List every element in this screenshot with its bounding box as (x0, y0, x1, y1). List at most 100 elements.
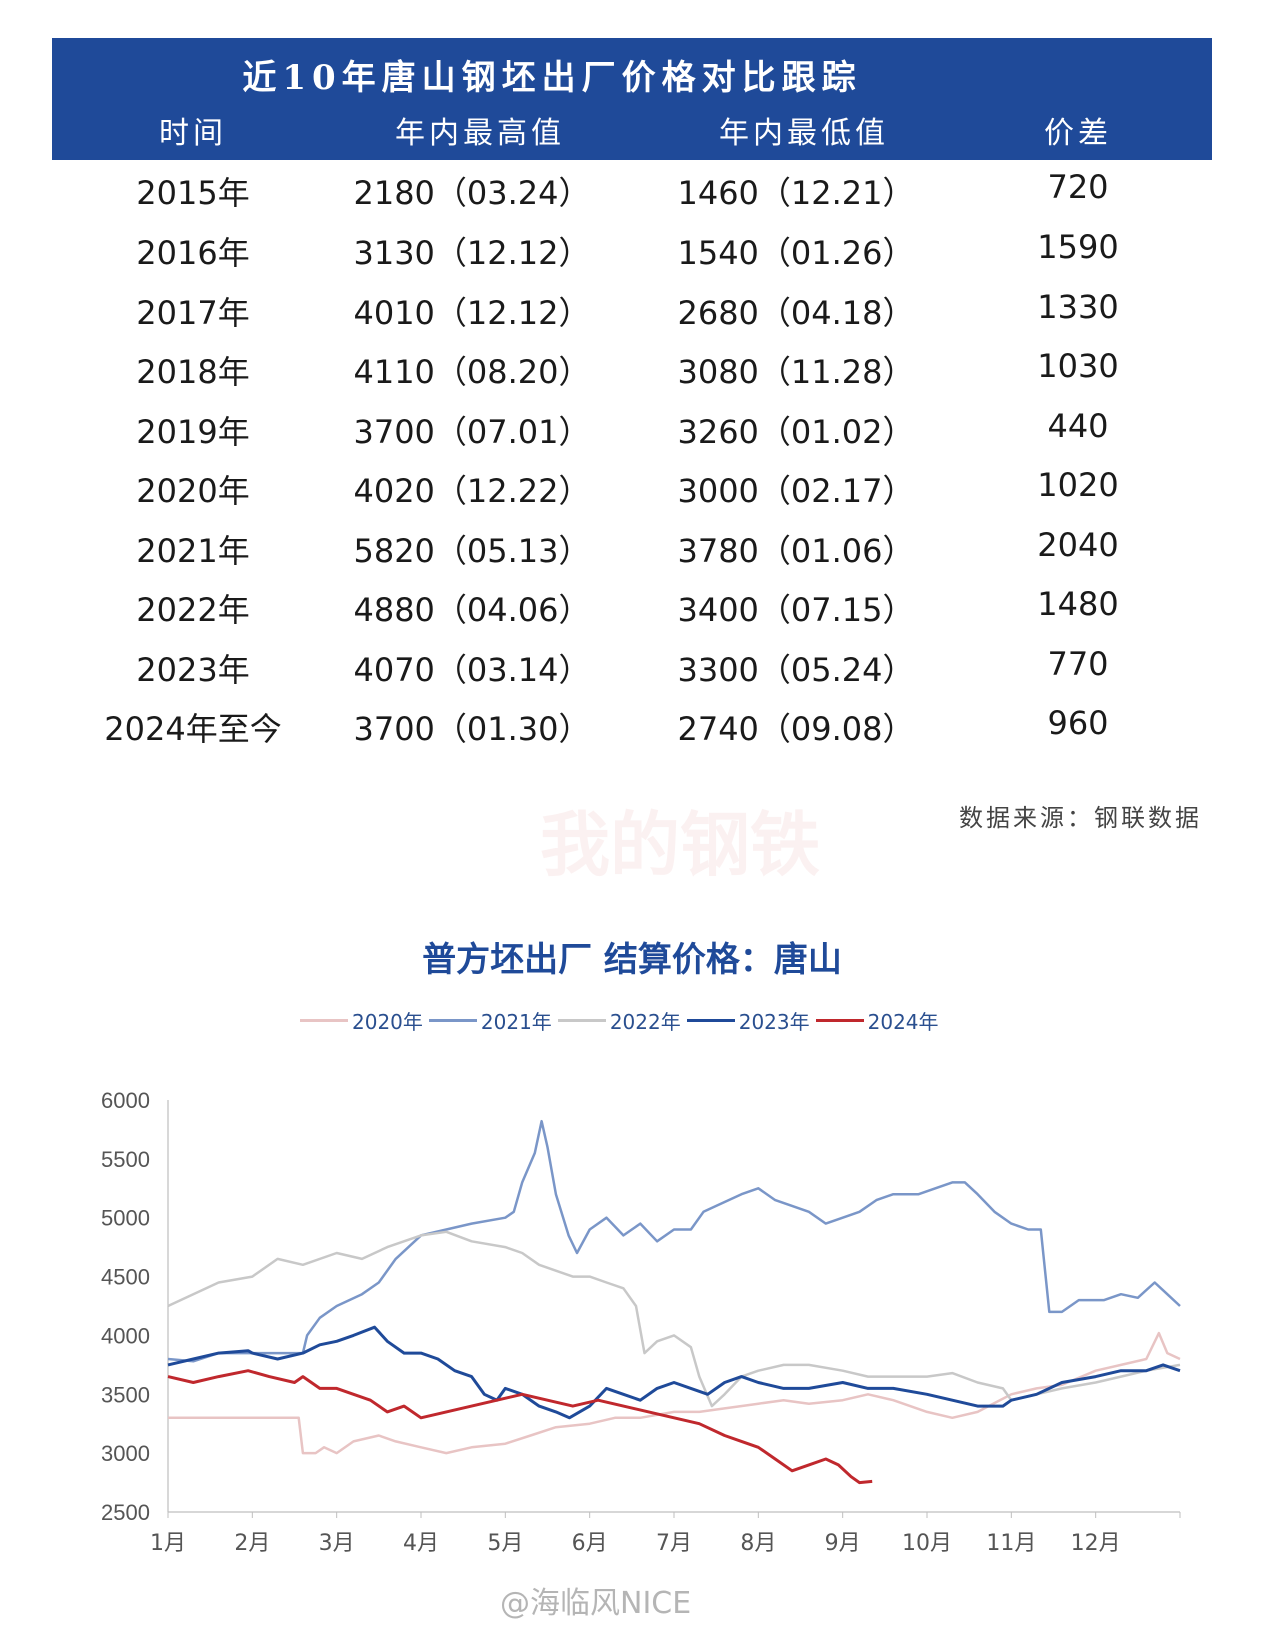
legend-swatch (557, 1018, 606, 1022)
x-tick-label: 8月 (740, 1531, 776, 1556)
cell-year: 2022年 (136, 591, 250, 629)
table-row: 2020年 4020（12.22） 3000（02.17） 1020 (52, 458, 1212, 520)
cell-year: 2023年 (136, 651, 250, 689)
column-header-spread: 价差 (1044, 116, 1112, 151)
cell-high: 3700（07.01） (353, 413, 591, 451)
y-tick-label: 4000 (101, 1323, 150, 1348)
y-tick-label: 6000 (101, 1088, 150, 1113)
x-tick-label: 7月 (656, 1531, 692, 1556)
cell-spread: 440 (1047, 407, 1109, 445)
table-row: 2016年 3130（12.12） 1540（01.26） 1590 (52, 220, 1212, 282)
legend-swatch (815, 1018, 864, 1022)
series-line-2020年 (168, 1331, 1181, 1455)
data-source-note: 数据来源：钢联数据 (959, 804, 1202, 832)
chart-title: 普方坯出厂 结算价格：唐山 (422, 940, 842, 980)
series-line-2023年 (167, 1325, 1181, 1420)
legend-swatch (686, 1018, 735, 1022)
cell-high: 4070（03.14） (353, 651, 591, 689)
cell-high: 4010（12.12） (353, 294, 591, 332)
x-tick-label: 11月 (986, 1531, 1036, 1556)
y-tick-label: 3000 (101, 1441, 150, 1466)
y-tick-label: 5500 (101, 1147, 150, 1172)
table-row: 2021年 5820（05.13） 3780（01.06） 2040 (52, 518, 1212, 580)
table-row: 2022年 4880（04.06） 3400（07.15） 1480 (52, 577, 1212, 639)
legend-item-2020: 2020年 (300, 1006, 423, 1035)
column-header-low: 年内最低值 (719, 116, 889, 151)
cell-high: 4880（04.06） (353, 591, 591, 629)
x-tick-label: 4月 (403, 1531, 439, 1556)
table-row: 2024年至今 3700（01.30） 2740（09.08） 960 (52, 696, 1212, 758)
cell-year: 2021年 (136, 532, 250, 570)
cell-low: 3780（01.06） (677, 532, 915, 570)
cell-high: 4020（12.22） (353, 472, 591, 510)
x-tick-label: 5月 (487, 1531, 523, 1556)
cell-low: 3300（05.24） (677, 651, 915, 689)
cell-year: 2015年 (136, 174, 250, 212)
cell-low: 1540（01.26） (677, 234, 915, 272)
watermark-logo: 我的钢铁 (540, 803, 820, 886)
table-row: 2019年 3700（07.01） 3260（01.02） 440 (52, 399, 1212, 461)
cell-low: 3400（07.15） (677, 591, 915, 629)
legend-item-2023: 2023年 (686, 1006, 810, 1035)
cell-spread: 1020 (1037, 466, 1119, 504)
series-line-2021年 (167, 1119, 1181, 1363)
cell-low: 2680（04.18） (677, 294, 915, 332)
cell-spread: 720 (1047, 168, 1109, 206)
table-row: 2015年 2180（03.24） 1460（12.21） 720 (52, 160, 1212, 222)
cell-high: 2180（03.24） (353, 174, 591, 212)
table-row: 2023年 4070（03.14） 3300（05.24） 770 (52, 637, 1212, 699)
cell-low: 1460（12.21） (677, 174, 915, 212)
cell-spread: 770 (1047, 645, 1109, 683)
series-line-2024年 (167, 1369, 873, 1485)
x-tick-label: 12月 (1071, 1531, 1121, 1556)
cell-year: 2020年 (136, 472, 250, 510)
cell-low: 3000（02.17） (677, 472, 915, 510)
cell-spread: 1480 (1037, 585, 1119, 623)
x-tick-label: 6月 (572, 1531, 608, 1556)
x-tick-label: 3月 (319, 1531, 355, 1556)
cell-year: 2016年 (136, 234, 250, 272)
cell-spread: 1030 (1037, 347, 1119, 385)
x-tick-label: 1月 (150, 1531, 186, 1556)
legend-label: 2022年 (609, 1009, 681, 1034)
cell-year: 2019年 (136, 413, 250, 451)
table-row: 2018年 4110（08.20） 3080（11.28） 1030 (52, 339, 1212, 401)
legend-label: 2023年 (738, 1009, 810, 1034)
y-tick-label: 2500 (101, 1500, 150, 1525)
x-tick-label: 2月 (234, 1531, 270, 1556)
legend-swatch (428, 1018, 477, 1022)
cell-high: 3130（12.12） (353, 234, 591, 272)
cell-low: 2740（09.08） (677, 710, 915, 748)
cell-high: 5820（05.13） (353, 532, 591, 570)
column-header-time: 时间 (159, 116, 227, 151)
cell-spread: 1590 (1037, 228, 1119, 266)
table-title: 近10年唐山钢坯出厂价格对比跟踪 (242, 58, 862, 98)
chart-legend: 2020年 2021年 2022年 2023年 2024年 (300, 1005, 945, 1035)
y-tick-label: 4500 (101, 1265, 150, 1290)
x-tick-label: 9月 (825, 1531, 861, 1556)
cell-year: 2024年至今 (104, 710, 282, 748)
series-line-2022年 (167, 1230, 1181, 1408)
legend-item-2022: 2022年 (557, 1006, 681, 1035)
column-header-high: 年内最高值 (395, 116, 565, 151)
legend-swatch (300, 1018, 348, 1022)
weibo-credit: @海临风NICE (500, 1586, 692, 1621)
y-tick-label: 5000 (101, 1206, 150, 1231)
table-header: 近10年唐山钢坯出厂价格对比跟踪 时间 年内最高值 年内最低值 价差 (52, 38, 1212, 160)
legend-item-2024: 2024年 (815, 1006, 939, 1035)
cell-spread: 1330 (1037, 288, 1119, 326)
cell-high: 3700（01.30） (353, 710, 591, 748)
legend-label: 2024年 (867, 1009, 939, 1034)
y-tick-label: 3500 (101, 1382, 150, 1407)
x-tick-label: 10月 (902, 1531, 952, 1556)
cell-high: 4110（08.20） (353, 353, 591, 391)
legend-label: 2020年 (352, 1009, 423, 1034)
table-row: 2017年 4010（12.12） 2680（04.18） 1330 (52, 280, 1212, 342)
cell-spread: 2040 (1037, 526, 1119, 564)
legend-label: 2021年 (480, 1009, 552, 1034)
cell-low: 3080（11.28） (677, 353, 915, 391)
cell-spread: 960 (1047, 704, 1109, 742)
cell-year: 2018年 (136, 353, 250, 391)
legend-item-2021: 2021年 (428, 1006, 552, 1035)
